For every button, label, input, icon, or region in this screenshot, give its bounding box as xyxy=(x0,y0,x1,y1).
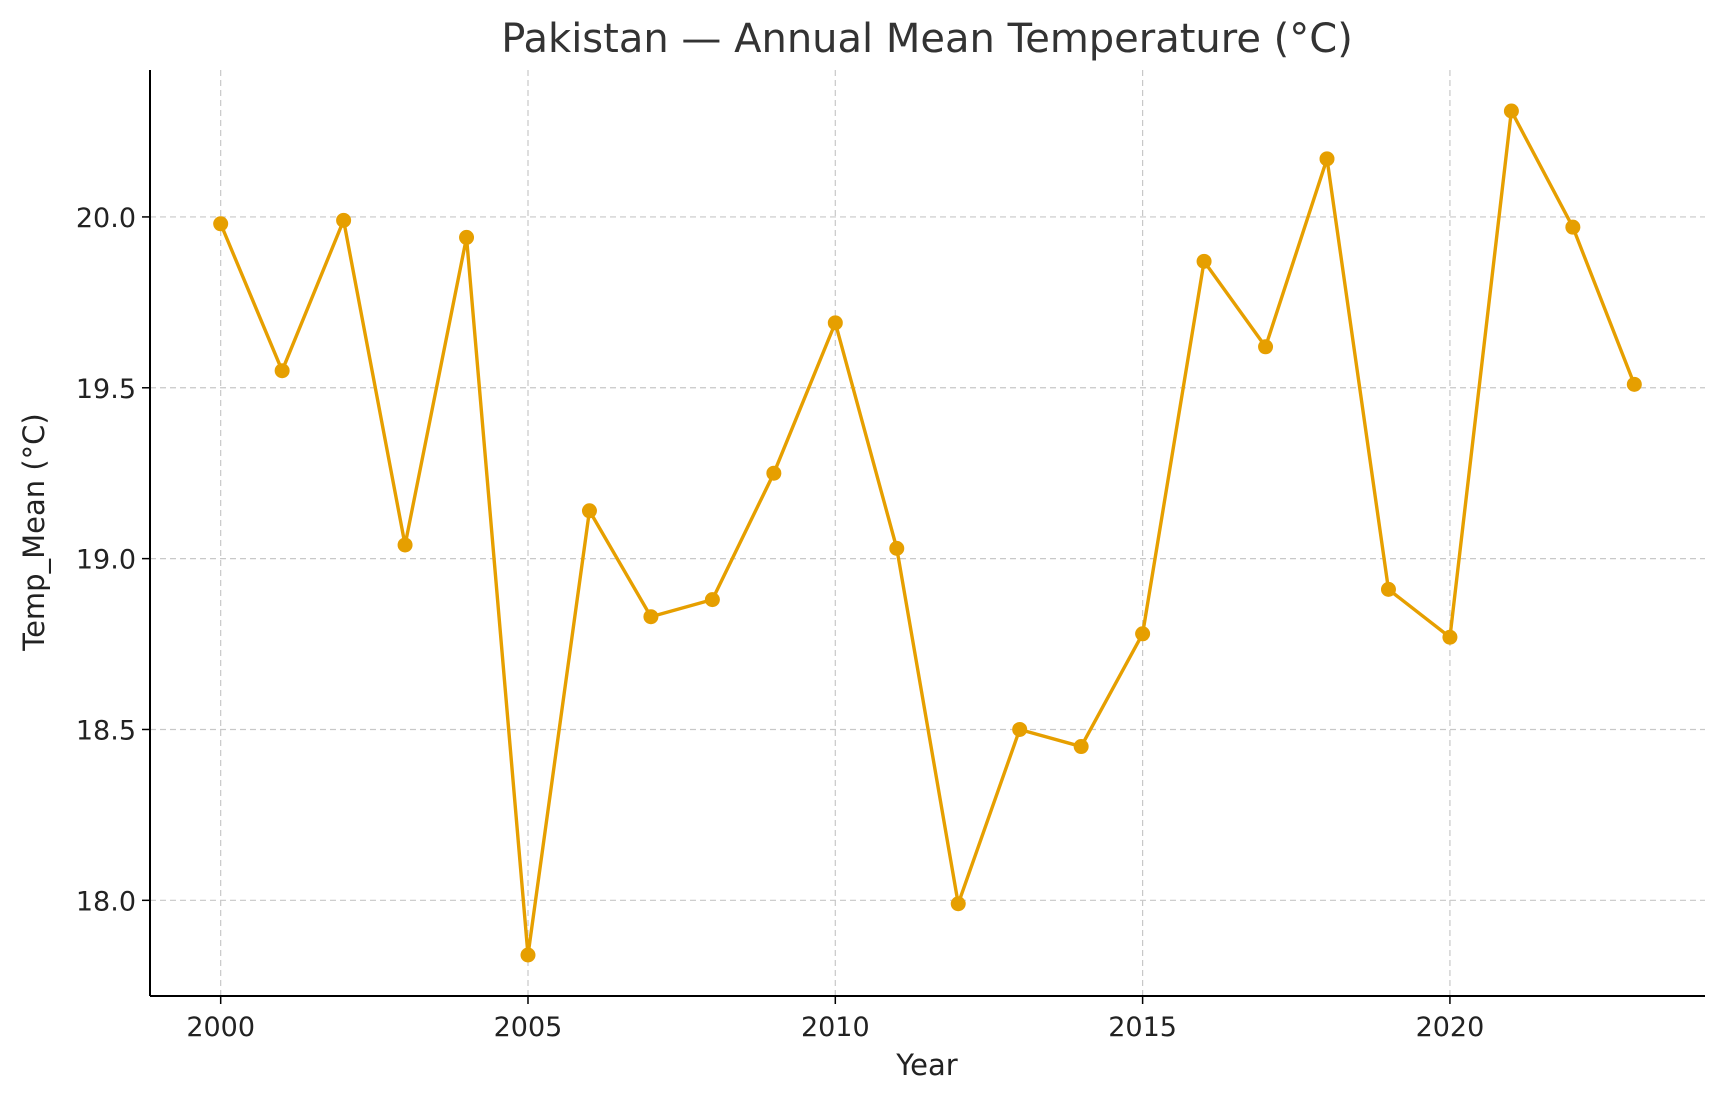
y-tick-label-1: 18.5 xyxy=(76,715,136,746)
y-tick-label-4: 20.0 xyxy=(76,203,136,234)
series-line-0 xyxy=(218,109,1637,957)
data-point-2010 xyxy=(827,315,843,331)
x-axis-label: Year xyxy=(895,1048,957,1082)
y-tick-label-2: 19.0 xyxy=(76,545,136,576)
chart-title: Pakistan — Annual Mean Temperature (°C) xyxy=(501,16,1353,62)
data-point-2014 xyxy=(1073,739,1089,755)
grid-lines xyxy=(150,70,1705,996)
y-axis-label: Temp_Mean (°C) xyxy=(17,413,51,651)
data-point-2003 xyxy=(397,537,413,553)
axes: 2000 2005 2010 2015 2020 18.0 18.5 19.0 19.5 20.0 xyxy=(76,70,1705,1043)
data-point-2002 xyxy=(336,212,352,228)
data-point-2007 xyxy=(643,609,659,625)
y-tick-label-3: 19.5 xyxy=(76,374,136,405)
x-tick-label-4: 2020 xyxy=(1416,1012,1485,1043)
data-point-2020 xyxy=(1442,629,1458,645)
data-point-2023 xyxy=(1626,376,1642,392)
x-tick-label-1: 2005 xyxy=(494,1012,563,1043)
data-point-2006 xyxy=(581,503,597,519)
data-point-2012 xyxy=(950,896,966,912)
y-tick-label-0: 18.0 xyxy=(76,886,136,917)
data-point-2022 xyxy=(1565,219,1581,235)
data-point-2011 xyxy=(889,540,905,556)
data-point-2005 xyxy=(520,947,536,963)
x-tick-label-3: 2015 xyxy=(1108,1012,1177,1043)
series-layer xyxy=(213,103,1642,963)
x-tick-label-2: 2010 xyxy=(801,1012,870,1043)
data-point-2013 xyxy=(1012,721,1028,737)
x-tick-label-0: 2000 xyxy=(186,1012,255,1043)
data-point-2021 xyxy=(1503,103,1519,119)
data-point-2001 xyxy=(274,363,290,379)
data-point-2015 xyxy=(1135,626,1151,642)
data-point-2009 xyxy=(766,465,782,481)
data-point-2018 xyxy=(1319,151,1335,167)
data-point-2017 xyxy=(1258,339,1274,355)
data-point-2004 xyxy=(459,229,475,245)
data-point-2019 xyxy=(1380,581,1396,597)
data-point-2000 xyxy=(213,216,229,232)
data-point-2008 xyxy=(704,592,720,608)
data-point-2016 xyxy=(1196,253,1212,269)
